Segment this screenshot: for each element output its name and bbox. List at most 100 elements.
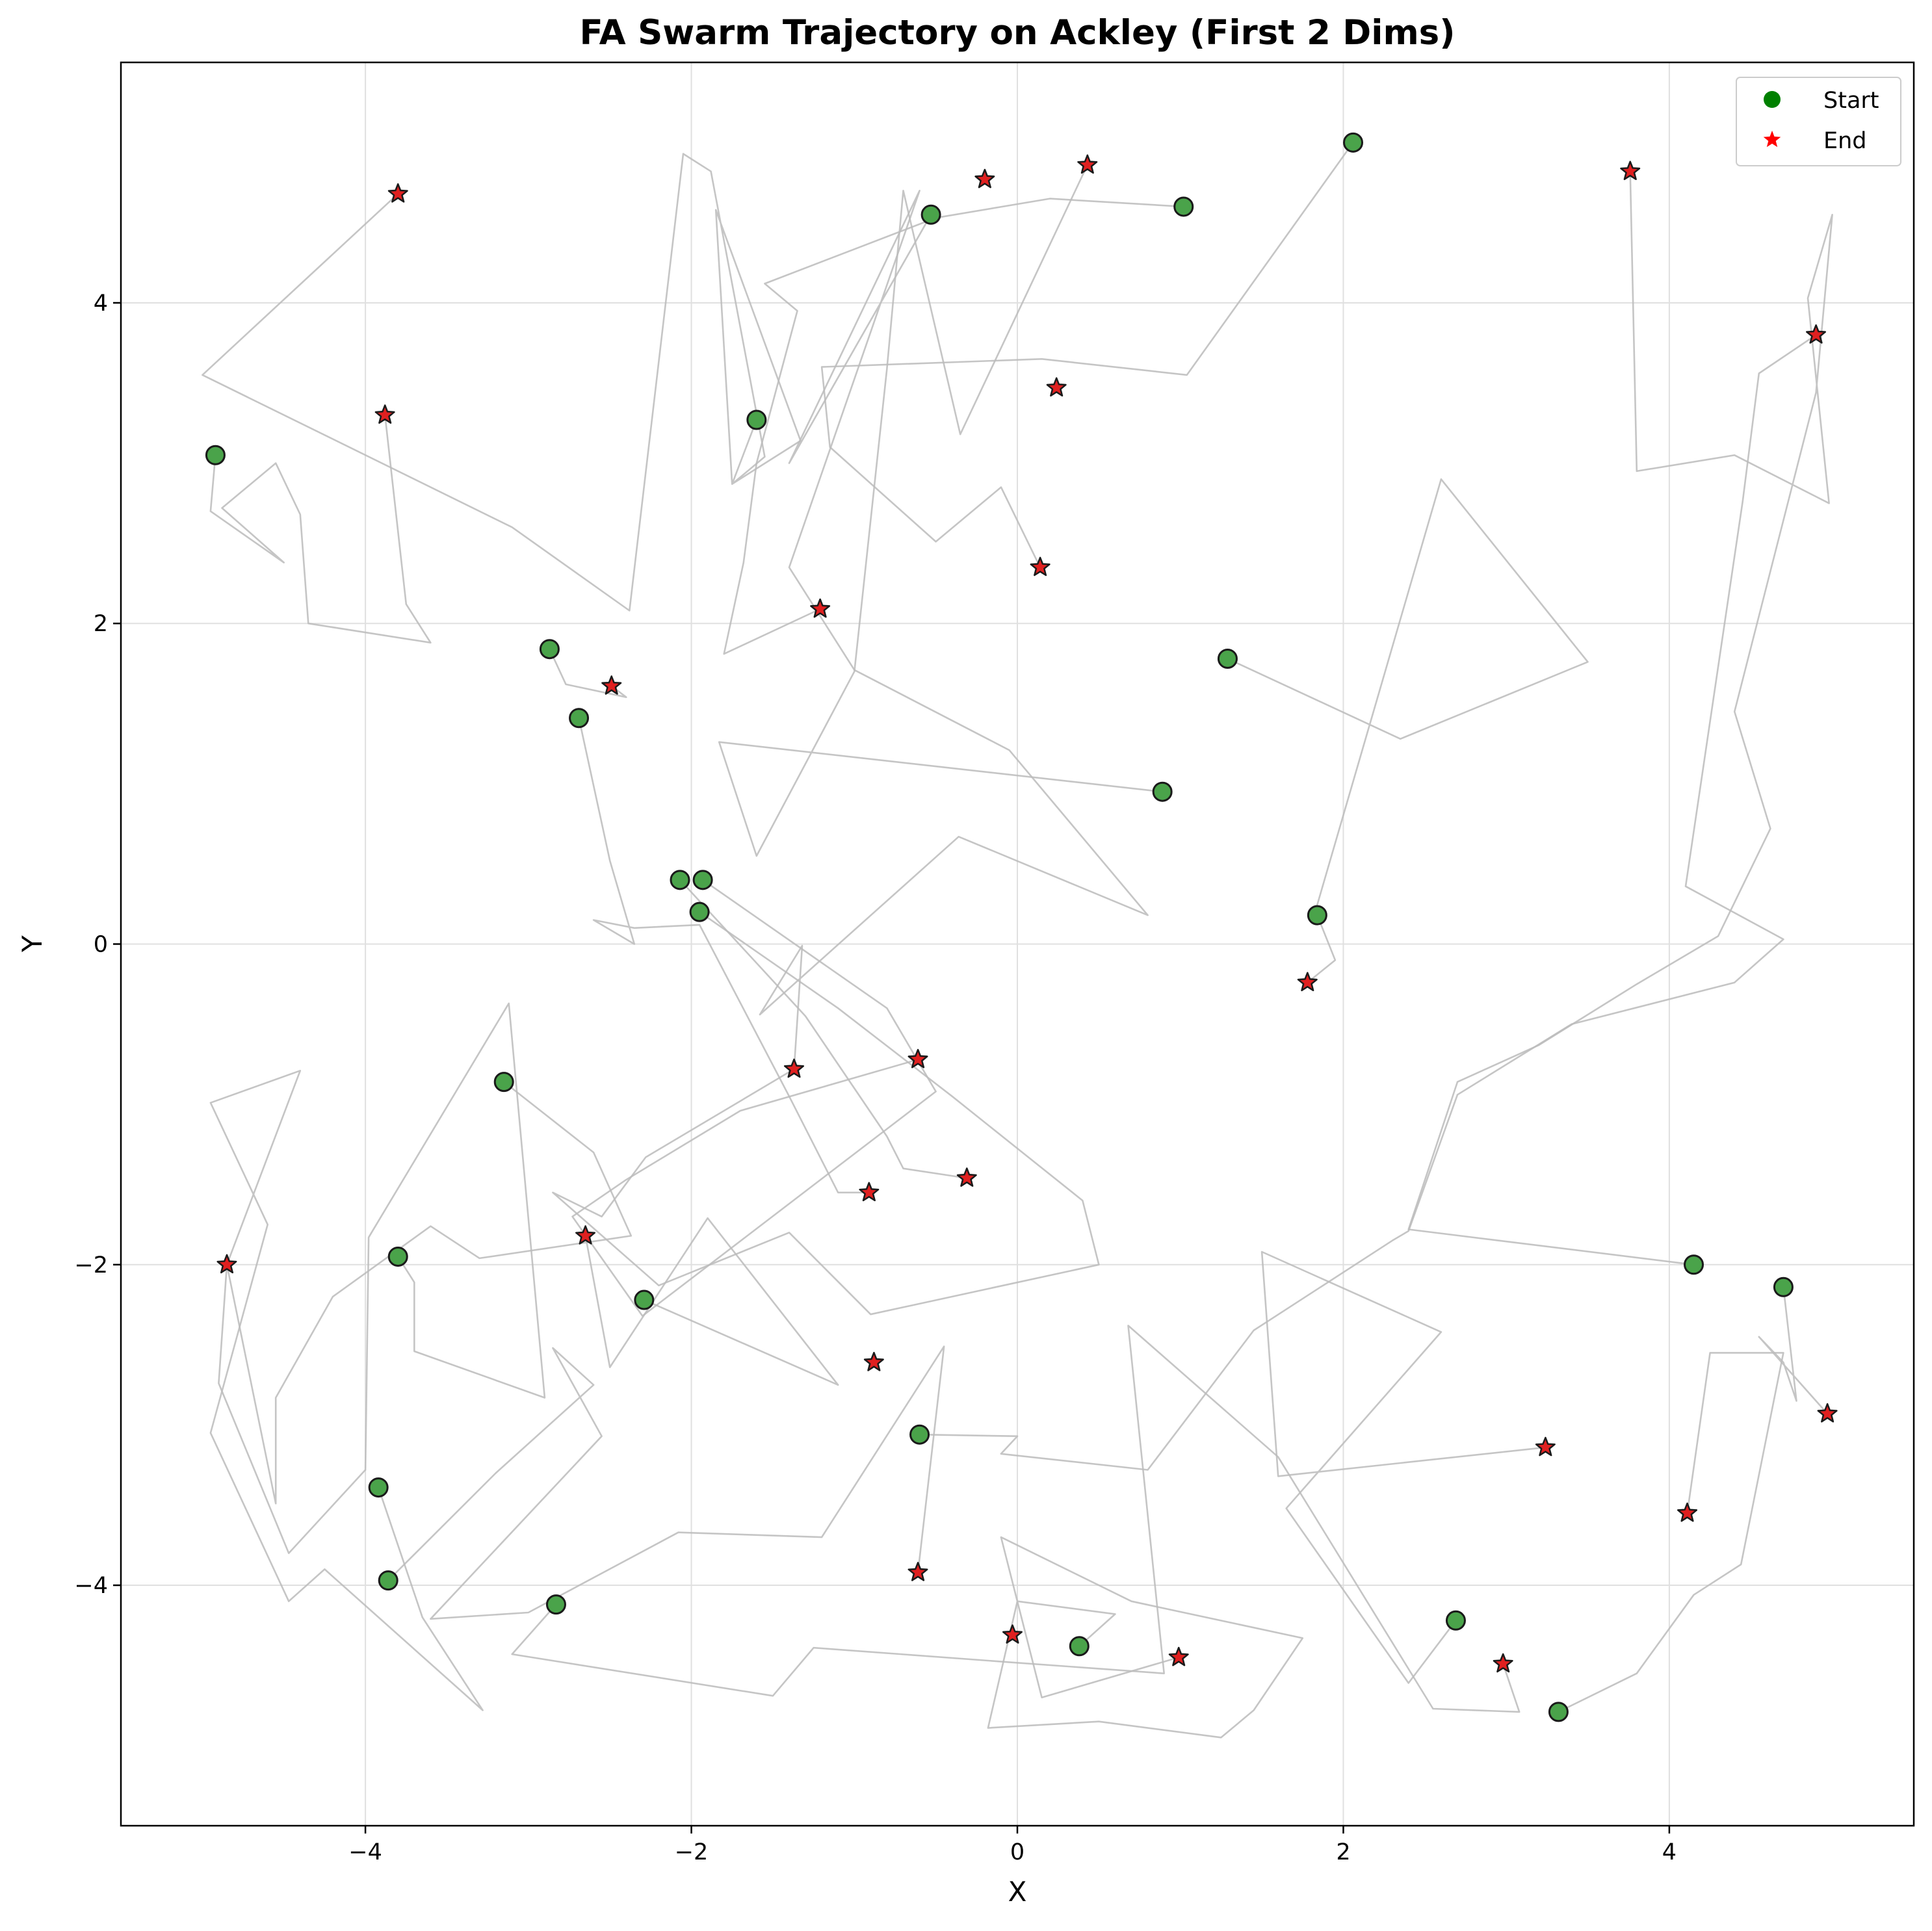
end-point [1493,1653,1513,1673]
start-point [205,445,226,465]
trajectory-line [202,153,802,612]
start-point [1548,1702,1569,1722]
start-point [539,639,560,660]
x-tick-label: 4 [1662,1839,1677,1865]
end-point [1806,324,1827,344]
y-tick-label: 0 [94,932,108,958]
start-point [1307,905,1327,926]
start-point [1445,1610,1466,1631]
start-point [493,1072,514,1093]
trajectory-line [578,718,869,1194]
legend: Start End [1736,77,1901,166]
end-point [907,1562,928,1581]
start-point [1684,1254,1704,1275]
end-point [1817,1403,1838,1423]
end-point [601,675,622,695]
y-axis-label: Y [16,935,48,953]
end-markers [216,154,1838,1673]
start-point [1152,781,1173,802]
end-point [1002,1624,1023,1644]
trajectory-line [723,198,1184,655]
end-point [575,1225,596,1245]
x-tick-label: 2 [1336,1839,1350,1865]
start-point [746,409,767,430]
chart-title: FA Swarm Trajectory on Ackley (First 2 D… [580,13,1456,53]
start-markers [205,132,1794,1722]
start-point [1069,1636,1090,1657]
trajectory-line [1260,1251,1546,1684]
start-point [670,870,690,890]
y-tick-label: −2 [74,1252,108,1278]
y-axis-ticks: −4 −2 0 2 4 [74,291,121,1599]
start-point [1342,132,1363,153]
start-point [692,870,713,890]
trajectory-lines [202,142,1833,1739]
end-point [783,1058,805,1078]
trajectory-line [919,334,1817,1471]
start-point [368,1477,389,1498]
end-point [1677,1502,1698,1522]
start-point [378,1570,398,1591]
trajectory-line [209,415,432,644]
trajectory-line [679,879,967,1179]
trajectory-line [1758,1287,1829,1414]
end-point [1297,972,1318,992]
start-point [634,1289,655,1310]
grid-lines [121,62,1914,1826]
end-point [1168,1646,1189,1666]
end-point [1030,556,1051,577]
end-point [1620,161,1641,181]
start-point [1173,196,1194,217]
x-axis-label: X [1008,1876,1027,1908]
trajectory-line [511,1325,1521,1713]
legend-start-marker [1764,91,1781,108]
end-point [907,1048,928,1069]
y-tick-label: 4 [94,291,108,317]
trajectory-line [549,649,627,698]
start-point [1217,648,1238,669]
trajectory-line [1307,914,1337,983]
x-tick-label: −4 [348,1839,382,1865]
trajectory-line [226,1081,633,1505]
y-tick-label: −4 [74,1573,108,1599]
trajectory-line [218,1002,546,1554]
x-tick-label: −2 [675,1839,709,1865]
end-point [387,183,408,203]
start-point [1773,1277,1794,1297]
end-point [374,404,395,424]
legend-end-label: End [1823,128,1867,154]
trajectory-line [552,911,1100,1315]
end-point [956,1167,977,1187]
legend-end-marker [1763,131,1781,148]
trajectory-line [1407,171,1833,1266]
x-tick-label: 0 [1010,1839,1025,1865]
start-point [909,1424,930,1445]
start-point [920,204,941,225]
y-tick-label: 2 [94,611,108,637]
trajectory-line [820,142,1354,568]
x-axis-ticks: −4 −2 0 2 4 [348,1826,1677,1865]
trajectory-line [571,879,937,1317]
end-point [974,168,995,188]
end-point [1046,377,1067,397]
legend-start-label: Start [1823,88,1879,114]
start-point [569,708,590,729]
trajectory-line [759,189,1149,1069]
end-point [863,1351,884,1371]
trajectory-line [718,164,1163,857]
trajectory-line [387,1345,945,1620]
trajectory-line [1227,478,1589,911]
end-point [1535,1436,1556,1457]
end-point [859,1182,880,1202]
trajectory-line [987,1536,1304,1739]
end-point [1077,154,1098,174]
start-point [387,1246,408,1267]
end-point [216,1254,237,1274]
trajectory-line [1558,1352,1784,1713]
trajectory-line [209,1070,484,1711]
trajectory-line [584,1217,839,1386]
start-point [545,1594,566,1615]
start-point [689,901,710,922]
